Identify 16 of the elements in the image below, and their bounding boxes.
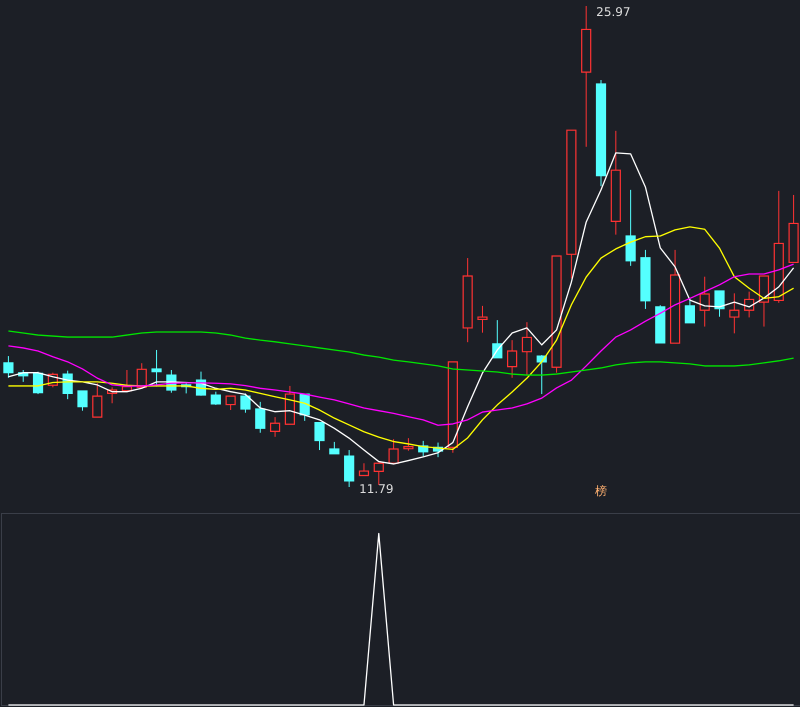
candlestick xyxy=(270,416,280,438)
candlestick xyxy=(507,340,518,378)
candlestick xyxy=(344,450,354,488)
candlestick xyxy=(610,130,621,236)
annotation: 25.97 xyxy=(596,5,631,20)
candlestick xyxy=(477,305,488,334)
candlestick xyxy=(626,189,636,266)
candlestick xyxy=(522,322,532,376)
candlestick xyxy=(640,249,651,310)
annotation: 11.79 xyxy=(359,482,394,496)
candlestick xyxy=(700,276,710,328)
candlestick xyxy=(462,258,473,343)
candlestick xyxy=(729,292,740,334)
candlestick xyxy=(151,349,162,388)
annotation: 榜 xyxy=(595,484,607,498)
candlestick xyxy=(581,6,592,148)
